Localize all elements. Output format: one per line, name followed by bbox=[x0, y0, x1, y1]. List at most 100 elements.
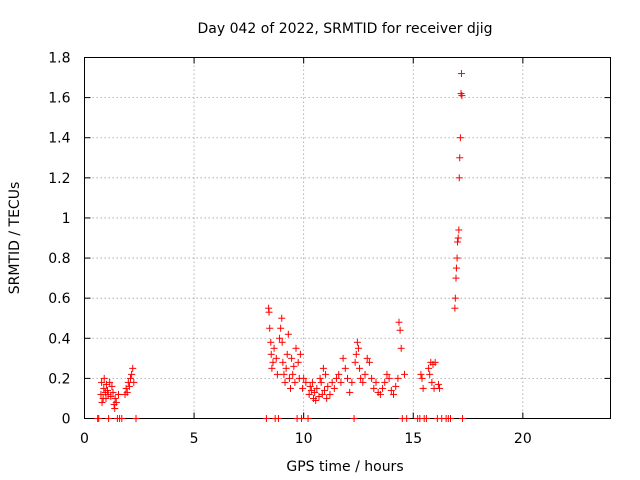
x-tick-label: 5 bbox=[190, 431, 199, 447]
data-point bbox=[363, 354, 371, 362]
data-point bbox=[278, 314, 286, 322]
data-point bbox=[456, 134, 464, 142]
data-point bbox=[383, 370, 391, 378]
data-point bbox=[285, 374, 293, 382]
data-point bbox=[353, 338, 361, 346]
data-point bbox=[100, 374, 108, 382]
data-point bbox=[392, 382, 400, 390]
data-point bbox=[417, 370, 425, 378]
data-point bbox=[266, 324, 274, 332]
data-point bbox=[370, 384, 378, 392]
data-point bbox=[313, 384, 321, 392]
data-point bbox=[98, 398, 106, 406]
data-point bbox=[418, 374, 426, 382]
data-point bbox=[352, 350, 360, 358]
data-point bbox=[98, 378, 106, 386]
data-point bbox=[127, 374, 135, 382]
data-point bbox=[125, 382, 133, 390]
data-point bbox=[387, 386, 395, 394]
data-point bbox=[287, 384, 295, 392]
data-point bbox=[105, 415, 113, 422]
x-tick-label: 0 bbox=[80, 431, 89, 447]
data-point bbox=[457, 70, 465, 78]
data-point bbox=[102, 394, 110, 402]
data-point bbox=[455, 174, 463, 182]
data-point bbox=[112, 398, 120, 406]
y-tick-label: 1.6 bbox=[48, 91, 70, 107]
data-point bbox=[422, 415, 430, 422]
data-point bbox=[390, 390, 398, 398]
data-point bbox=[328, 378, 336, 386]
data-point bbox=[458, 92, 466, 100]
data-point bbox=[282, 364, 290, 372]
data-point bbox=[397, 344, 405, 352]
data-point bbox=[356, 364, 364, 372]
data-point bbox=[320, 386, 328, 394]
data-point bbox=[451, 304, 459, 312]
data-point bbox=[306, 382, 314, 390]
data-point bbox=[272, 354, 280, 362]
data-point bbox=[267, 350, 275, 358]
data-point bbox=[324, 382, 332, 390]
data-point bbox=[312, 396, 320, 404]
data-point bbox=[267, 338, 275, 346]
data-point bbox=[276, 334, 284, 342]
data-point bbox=[447, 415, 455, 422]
data-point bbox=[317, 378, 325, 386]
data-point bbox=[106, 378, 114, 386]
data-point bbox=[104, 386, 112, 394]
data-point bbox=[451, 294, 459, 302]
y-tick-labels: 0 0.2 0.4 0.6 0.8 1 1.2 1.4 1.6 1.8 bbox=[48, 51, 70, 428]
data-point bbox=[350, 415, 358, 422]
data-points bbox=[94, 70, 467, 422]
data-point bbox=[379, 384, 387, 392]
data-point bbox=[361, 370, 369, 378]
y-tick-label: 1 bbox=[62, 211, 71, 227]
data-point bbox=[455, 226, 463, 234]
data-point bbox=[454, 234, 462, 242]
data-point bbox=[302, 378, 310, 386]
data-point bbox=[453, 254, 461, 262]
data-point bbox=[269, 358, 277, 366]
data-point bbox=[111, 394, 119, 402]
data-point bbox=[109, 388, 117, 396]
data-point bbox=[280, 370, 288, 378]
data-point bbox=[426, 370, 434, 378]
data-point bbox=[107, 392, 115, 400]
data-point bbox=[311, 388, 319, 396]
data-point bbox=[270, 344, 278, 352]
data-point bbox=[394, 374, 402, 382]
data-point bbox=[376, 390, 384, 398]
data-point bbox=[381, 378, 389, 386]
data-point bbox=[456, 154, 464, 162]
y-tick-label: 1.4 bbox=[48, 131, 70, 147]
y-tick-label: 1.2 bbox=[48, 171, 70, 187]
data-point bbox=[277, 324, 285, 332]
data-point bbox=[428, 378, 436, 386]
data-point bbox=[132, 415, 140, 422]
data-point bbox=[97, 390, 105, 398]
data-point bbox=[281, 378, 289, 386]
data-point bbox=[114, 390, 122, 398]
data-point bbox=[359, 378, 367, 386]
x-tick-label: 10 bbox=[295, 431, 313, 447]
y-tick-label: 1.8 bbox=[48, 51, 70, 67]
data-point bbox=[337, 378, 345, 386]
axis-ticks bbox=[84, 57, 611, 419]
data-point bbox=[299, 384, 307, 392]
data-point bbox=[357, 374, 365, 382]
x-tick-label: 20 bbox=[514, 431, 532, 447]
data-point bbox=[297, 415, 305, 422]
chart-title: Day 042 of 2022, SRMTID for receiver dji… bbox=[198, 21, 493, 37]
data-point bbox=[111, 404, 119, 412]
y-tick-label: 0.2 bbox=[48, 371, 70, 387]
data-point bbox=[341, 364, 349, 372]
x-tick-labels: 0 5 10 15 20 bbox=[80, 431, 532, 447]
y-tick-label: 0 bbox=[62, 412, 71, 428]
data-point bbox=[128, 370, 136, 378]
data-point bbox=[395, 318, 403, 326]
data-point bbox=[304, 415, 312, 422]
data-point bbox=[283, 350, 291, 358]
data-point bbox=[292, 344, 300, 352]
